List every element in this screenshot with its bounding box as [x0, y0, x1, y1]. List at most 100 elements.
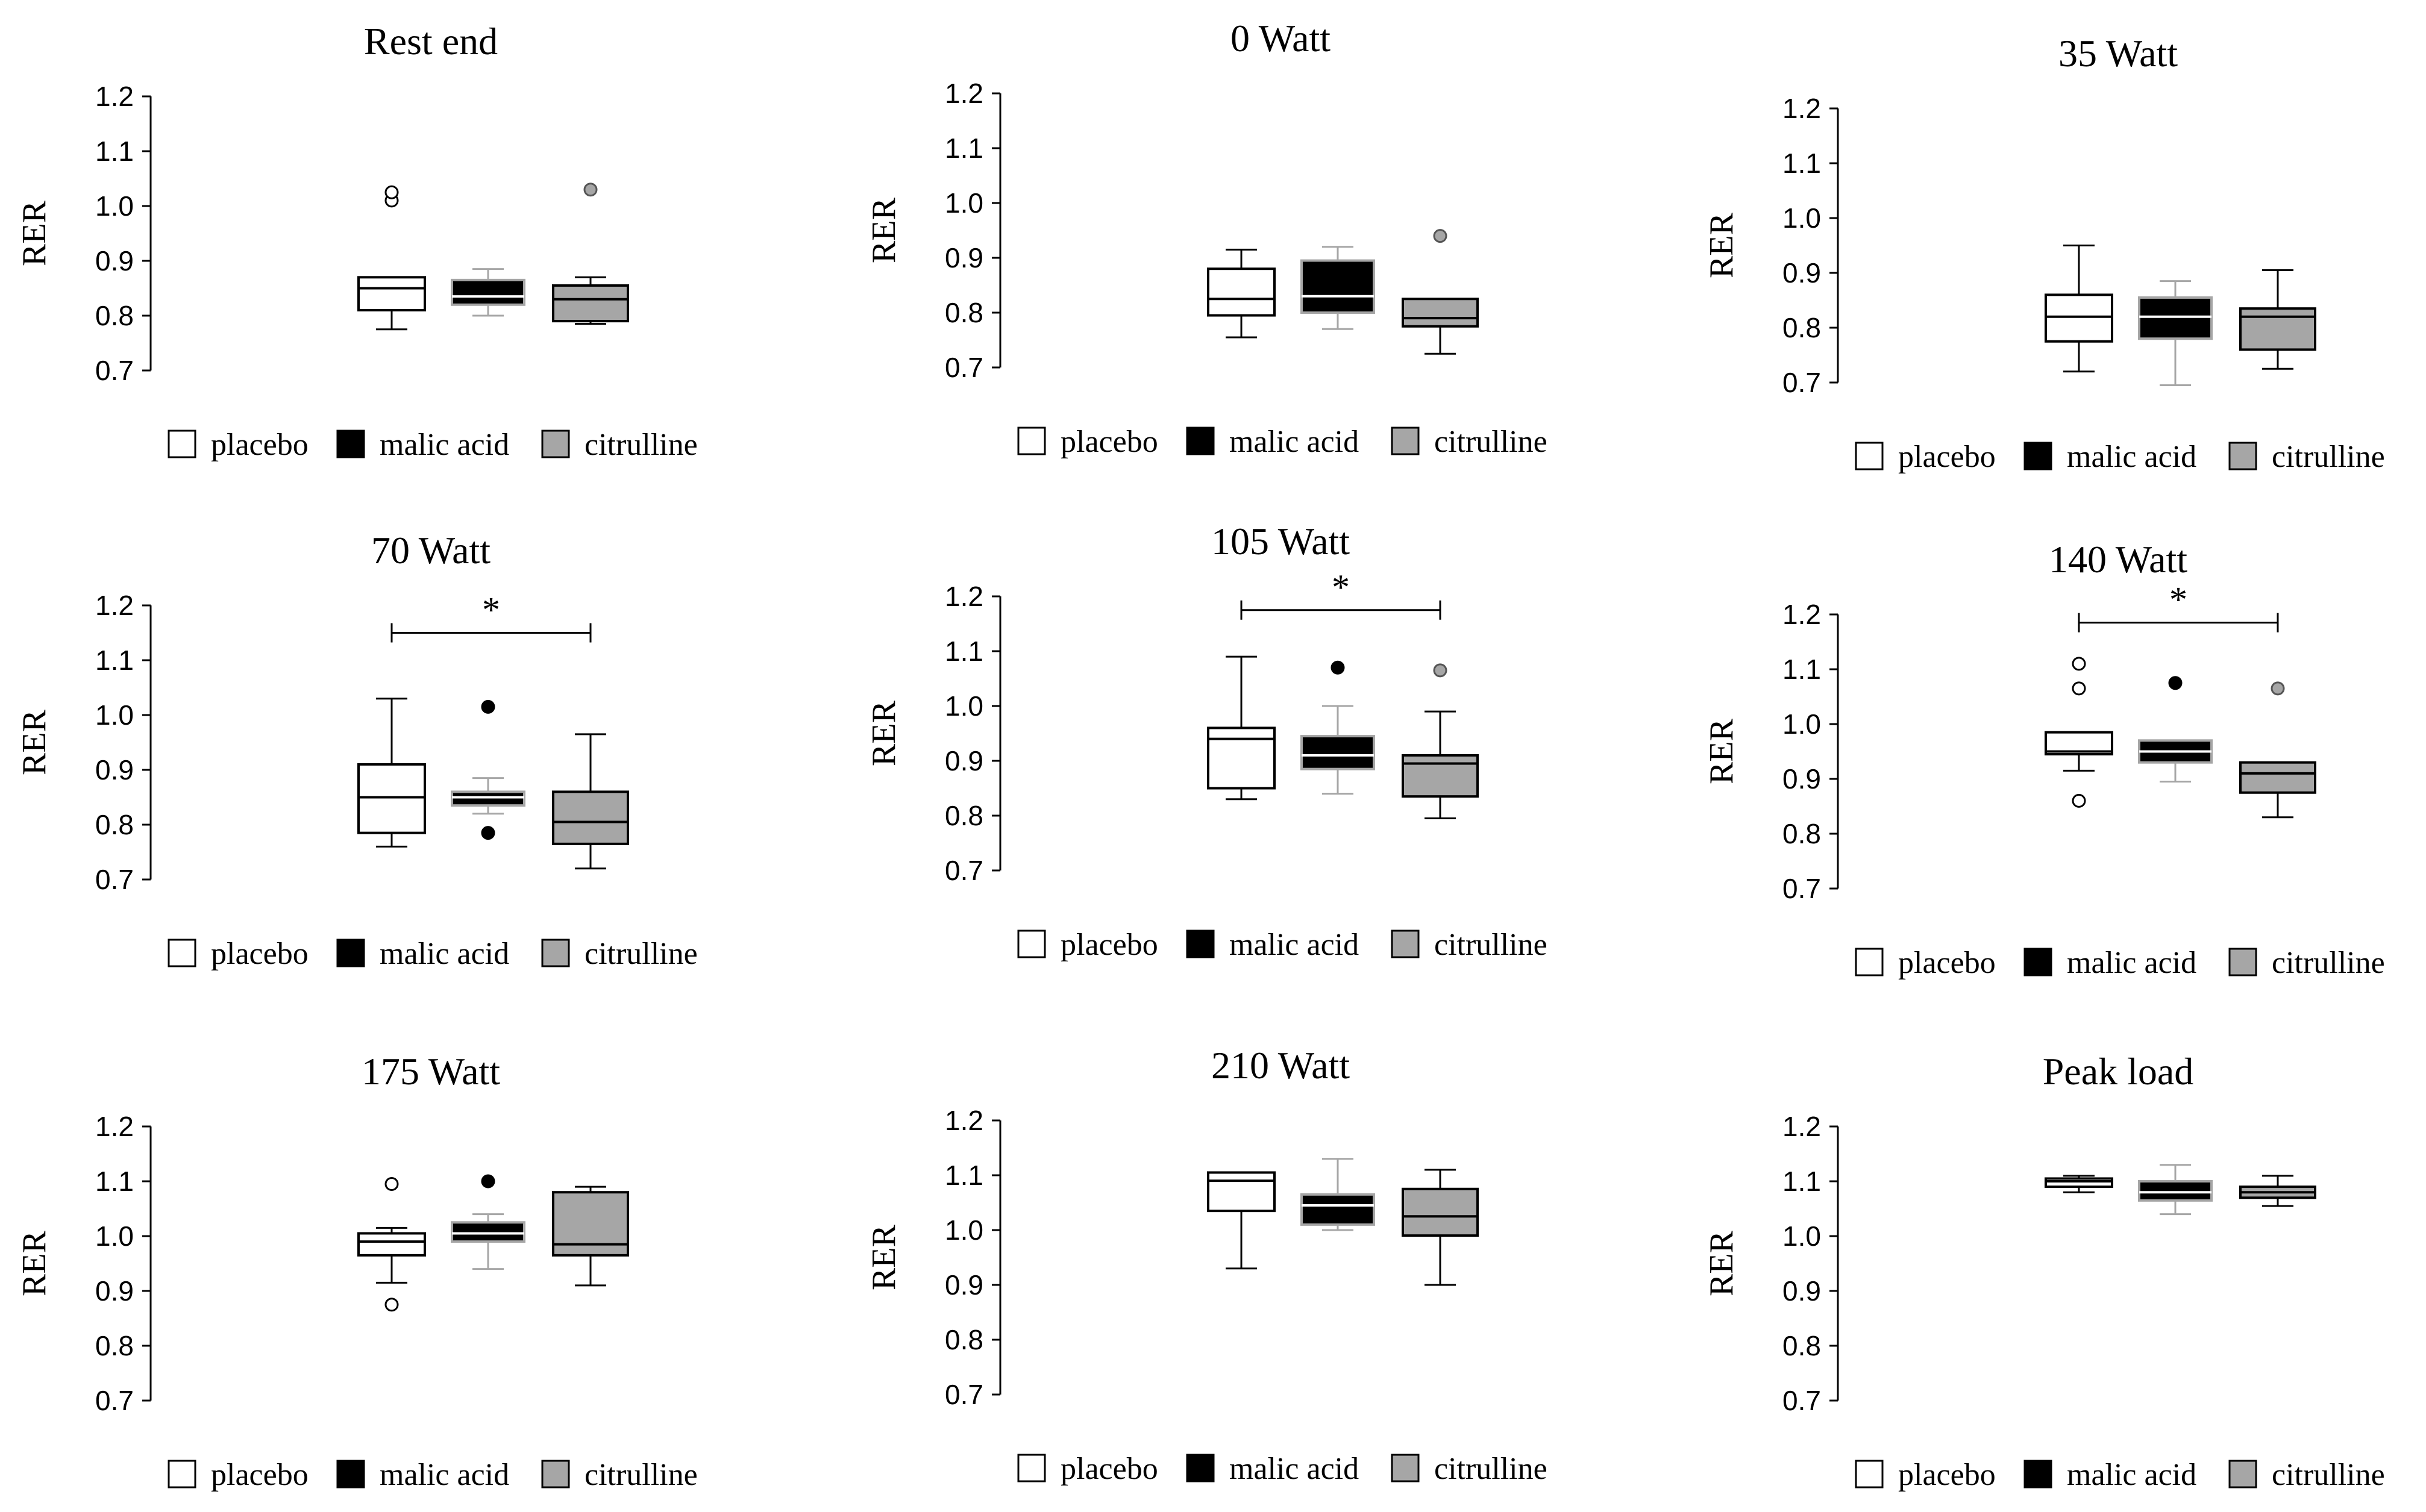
- legend-swatch-malic-acid: [2023, 442, 2052, 470]
- box-placebo: [2045, 1175, 2113, 1193]
- y-axis-label: RER: [1703, 212, 1740, 278]
- legend-label-malic-acid: malic acid: [380, 428, 509, 462]
- outlier-point: [384, 185, 399, 199]
- legend-swatch-malic-acid: [2023, 948, 2052, 976]
- legend-swatch-placebo: [168, 430, 196, 458]
- legend-label-placebo: placebo: [1898, 1458, 1996, 1492]
- outlier-point: [481, 1174, 495, 1189]
- legend-swatch-malic-acid: [336, 1460, 365, 1489]
- significance-star: *: [482, 590, 500, 630]
- legend: placebo malic acid citrulline: [1017, 1452, 1547, 1486]
- iqr-box: [1300, 1193, 1375, 1226]
- y-tick-label: 0.8: [95, 300, 134, 331]
- legend: placebo malic acid citrulline: [1855, 1458, 2385, 1492]
- legend-swatch-malic-acid: [1186, 1454, 1215, 1482]
- box-malic-acid: [451, 1174, 525, 1270]
- iqr-box: [1300, 735, 1375, 770]
- chart-title: 35 Watt: [2058, 32, 2178, 75]
- iqr-box: [451, 278, 525, 306]
- iqr-box: [2239, 761, 2316, 794]
- y-tick-label: 1.2: [95, 590, 134, 621]
- outlier-point: [1433, 229, 1447, 243]
- legend-label-citrulline: citrulline: [1434, 928, 1547, 962]
- legend-label-malic-acid: malic acid: [1229, 425, 1359, 459]
- legend-label-malic-acid: malic acid: [380, 1458, 509, 1492]
- chart-title: Rest end: [364, 20, 498, 63]
- y-tick-label: 1.0: [1782, 1220, 1821, 1252]
- legend-swatch-malic-acid: [336, 939, 365, 967]
- legend-swatch-placebo: [1017, 1454, 1046, 1482]
- chart-panel-35-watt: 35 Watt RER 0.7 0.8 0.9 1.0 1.1 1.2 placebo malic…: [1703, 32, 2385, 474]
- legend-swatch-placebo: [1017, 426, 1046, 455]
- y-tick-label: 1.1: [95, 136, 134, 167]
- outlier-point: [384, 1177, 399, 1192]
- legend: placebo malic acid citrulline: [1855, 440, 2385, 474]
- box-placebo: [2045, 245, 2113, 373]
- box-citrulline: [1402, 229, 1479, 355]
- y-tick-label: 1.1: [1782, 654, 1821, 685]
- outlier-point: [384, 1298, 399, 1312]
- box-malic-acid: [451, 268, 525, 317]
- y-tick-label: 0.7: [95, 355, 134, 386]
- y-tick-label: 0.9: [95, 245, 134, 276]
- y-tick-label: 1.0: [945, 187, 983, 219]
- outlier-point: [583, 183, 598, 197]
- legend: placebo malic acid citrulline: [1017, 425, 1547, 459]
- outlier-point: [1331, 660, 1345, 675]
- iqr-box: [2239, 307, 2316, 351]
- chart-panel-105-watt: 105 Watt RER 0.7 0.8 0.9 1.0 1.1 1.2 * placebo mal…: [865, 520, 1547, 962]
- legend-swatch-citrulline: [2228, 442, 2257, 470]
- legend-swatch-citrulline: [1391, 929, 1420, 958]
- legend-swatch-citrulline: [2228, 1460, 2257, 1489]
- box-malic-acid: [1300, 246, 1375, 330]
- legend-label-placebo: placebo: [1061, 1452, 1158, 1486]
- legend-swatch-citrulline: [2228, 948, 2257, 976]
- chart-title: 70 Watt: [371, 529, 491, 572]
- chart-panel-70-watt: 70 Watt RER 0.7 0.8 0.9 1.0 1.1 1.2 * placebo mali…: [16, 529, 698, 971]
- y-tick-label: 0.8: [945, 297, 983, 328]
- y-tick-label: 0.9: [95, 1275, 134, 1307]
- box-malic-acid: [451, 699, 525, 840]
- iqr-box: [357, 763, 426, 834]
- y-tick-label: 0.7: [1782, 367, 1821, 398]
- iqr-box: [552, 790, 629, 845]
- y-tick-label: 0.9: [945, 1269, 983, 1301]
- y-tick-label: 1.1: [1782, 1166, 1821, 1197]
- iqr-box: [357, 1232, 426, 1257]
- y-tick-label: 0.9: [945, 242, 983, 273]
- y-tick-label: 1.0: [95, 190, 134, 222]
- box-malic-acid: [2138, 280, 2213, 387]
- box-malic-acid: [1300, 1158, 1375, 1231]
- y-tick-label: 1.1: [95, 1166, 134, 1197]
- outlier-point: [481, 826, 495, 840]
- chart-title: 105 Watt: [1211, 520, 1350, 563]
- y-tick-label: 0.8: [1782, 1330, 1821, 1361]
- legend-label-citrulline: citrulline: [585, 937, 698, 971]
- y-tick-label: 0.8: [1782, 818, 1821, 849]
- legend-label-malic-acid: malic acid: [1229, 1452, 1359, 1486]
- legend-swatch-placebo: [1855, 442, 1884, 470]
- chart-panel-rest-end: Rest end RER 0.7 0.8 0.9 1.0 1.1 1.2 placebo mali…: [16, 20, 698, 462]
- box-placebo: [357, 185, 426, 331]
- iqr-box: [1402, 298, 1479, 328]
- legend-label-placebo: placebo: [211, 937, 309, 971]
- legend: placebo malic acid citrulline: [1017, 928, 1547, 962]
- box-placebo: [2045, 657, 2113, 808]
- box-citrulline: [2239, 269, 2316, 370]
- legend-label-citrulline: citrulline: [1434, 1452, 1547, 1486]
- legend-swatch-placebo: [168, 939, 196, 967]
- y-axis-label: RER: [16, 200, 53, 266]
- legend: placebo malic acid citrulline: [168, 937, 698, 971]
- legend-label-placebo: placebo: [1898, 440, 1996, 474]
- legend-label-citrulline: citrulline: [585, 1458, 698, 1492]
- legend-label-malic-acid: malic acid: [380, 937, 509, 971]
- chart-title: 175 Watt: [362, 1050, 500, 1093]
- box-malic-acid: [1300, 660, 1375, 795]
- chart-panel-210-watt: 210 Watt RER 0.7 0.8 0.9 1.0 1.1 1.2 placebo mali…: [865, 1044, 1547, 1486]
- outlier-point: [2271, 681, 2285, 696]
- legend: placebo malic acid citrulline: [168, 1458, 698, 1492]
- y-tick-label: 1.2: [945, 581, 983, 612]
- y-tick-label: 0.9: [945, 745, 983, 776]
- chart-panel-140-watt: 140 Watt RER 0.7 0.8 0.9 1.0 1.1 1.2 * placebo mal…: [1703, 538, 2385, 980]
- y-tick-label: 0.7: [95, 864, 134, 895]
